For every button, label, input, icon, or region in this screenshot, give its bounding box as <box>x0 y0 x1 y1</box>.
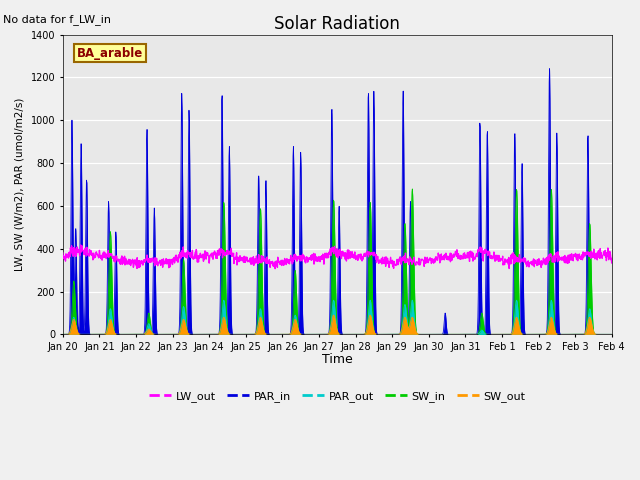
Legend: LW_out, PAR_in, PAR_out, SW_in, SW_out: LW_out, PAR_in, PAR_out, SW_in, SW_out <box>145 386 530 406</box>
X-axis label: Time: Time <box>322 353 353 366</box>
Text: BA_arable: BA_arable <box>77 47 143 60</box>
Y-axis label: LW, SW (W/m2), PAR (umol/m2/s): LW, SW (W/m2), PAR (umol/m2/s) <box>15 98 25 271</box>
Text: No data for f_LW_in: No data for f_LW_in <box>3 14 111 25</box>
Title: Solar Radiation: Solar Radiation <box>275 15 400 33</box>
